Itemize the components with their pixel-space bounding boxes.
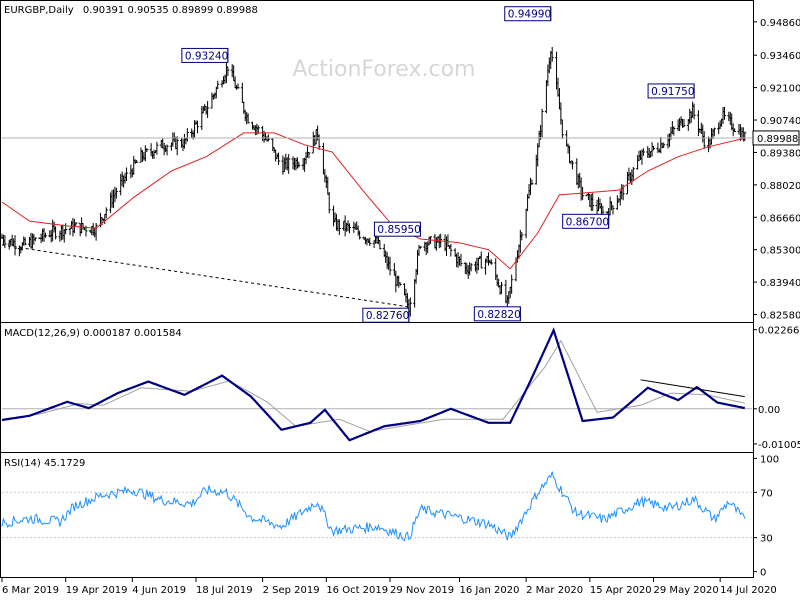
- macd-tick-label: 0.022662: [758, 326, 800, 337]
- price-panel-frame: [0, 0, 754, 323]
- rsi-tick-label: 70: [760, 488, 773, 499]
- price-tick-label: 0.83940: [760, 278, 800, 289]
- level-label: 0.85950: [377, 224, 420, 236]
- watermark: ActionForex.com: [293, 57, 476, 82]
- macd-line: [1, 327, 746, 442]
- x-tick-label: 29 May 2020: [654, 585, 719, 596]
- support-trendline: [1, 244, 409, 308]
- macd-title: MACD(12,26,9) 0.000187 0.001584: [4, 328, 182, 339]
- level-label: 0.94990: [508, 9, 551, 21]
- x-tick-label: 4 Jun 2019: [132, 585, 186, 596]
- macd-tick-label: 0.00: [758, 405, 780, 416]
- rsi-line: [1, 471, 746, 542]
- price-tick-label: 0.85300: [760, 246, 800, 257]
- macd-axis: 0.022662 0.00 -0.010052: [753, 326, 800, 451]
- current-price-box: [752, 130, 800, 146]
- current-price-label: 0.89988: [757, 134, 798, 145]
- level-label: 0.91750: [651, 86, 694, 98]
- price-title: EURGBP,Daily 0.90391 0.90535 0.89899 0.8…: [4, 5, 258, 16]
- x-tick-label: 2 Mar 2020: [526, 585, 583, 596]
- price-tick-label: 0.82580: [760, 311, 800, 322]
- x-tick-label: 16 Oct 2019: [326, 585, 388, 596]
- price-overlay: 0.89988 0.93240 0.94990 0.91750 0.85950 0.867…: [1, 6, 800, 323]
- price-bars: [0, 46, 747, 317]
- macd-panel-frame: [0, 322, 754, 453]
- level-label: 0.93240: [185, 50, 228, 62]
- rsi-axis: 100 70 30 0: [753, 454, 779, 579]
- price-tick-label: 0.90740: [760, 116, 800, 127]
- x-tick-label: 14 Jul 2020: [720, 585, 777, 596]
- price-tick-label: 0.86660: [760, 213, 800, 224]
- rsi-title: RSI(14) 45.1729: [4, 458, 85, 469]
- x-tick-label: 29 Nov 2019: [390, 585, 454, 596]
- level-label: 0.82760: [366, 310, 409, 322]
- macd-plot: [1, 327, 752, 442]
- symbol-label: EURGBP,Daily: [4, 5, 74, 16]
- rsi-panel-frame: [0, 452, 754, 578]
- rsi-tick-label: 100: [760, 454, 779, 465]
- price-tick-label: 0.93460: [760, 51, 800, 62]
- x-tick-label: 6 Mar 2019: [2, 585, 59, 596]
- macd-tick-label: -0.010052: [758, 440, 800, 451]
- macd-signal-line: [1, 339, 745, 433]
- price-tick-label: 0.89380: [760, 148, 800, 159]
- rsi-tick-label: 30: [760, 534, 773, 545]
- x-tick-label: 18 Jul 2019: [196, 585, 253, 596]
- x-tick-label: 15 Apr 2020: [590, 585, 652, 596]
- ohlc-values: 0.90391 0.90535 0.89899 0.89988: [83, 5, 258, 16]
- macd-trendline: [640, 379, 745, 398]
- level-label: 0.82820: [477, 309, 520, 321]
- rsi-tick-label: 0: [760, 568, 766, 579]
- price-tick-label: 0.94860: [760, 18, 800, 29]
- level-label: 0.86700: [566, 216, 609, 228]
- x-axis: 6 Mar 2019 19 Apr 2019 4 Jun 2019 18 Jul 20…: [1, 578, 777, 596]
- x-tick-label: 16 Jan 2020: [460, 585, 520, 596]
- price-axis: 0.94860 0.93460 0.92100 0.90740 0.89380 0.880…: [753, 18, 800, 322]
- x-tick-label: 19 Apr 2019: [66, 585, 128, 596]
- price-tick-label: 0.92100: [760, 84, 800, 95]
- x-tick-label: 2 Sep 2019: [263, 585, 320, 596]
- rsi-plot: [1, 471, 752, 542]
- price-tick-label: 0.88020: [760, 181, 800, 192]
